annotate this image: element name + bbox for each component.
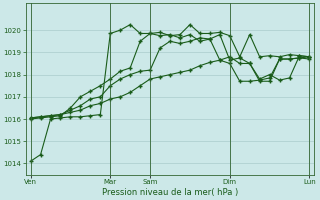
- X-axis label: Pression niveau de la mer( hPa ): Pression niveau de la mer( hPa ): [102, 188, 238, 197]
